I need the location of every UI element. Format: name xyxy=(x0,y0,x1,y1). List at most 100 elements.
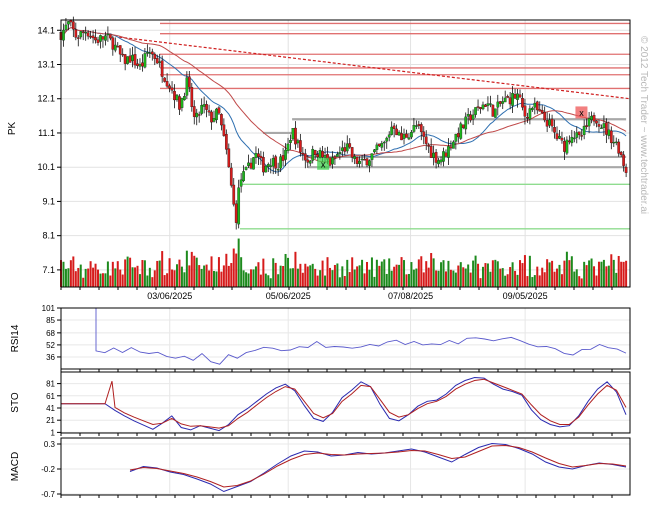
candle-body xyxy=(580,135,584,137)
candle-body xyxy=(508,97,512,105)
candle-body xyxy=(355,157,359,164)
candle-body xyxy=(170,87,174,91)
volume-bar xyxy=(227,265,230,287)
volume-bar xyxy=(341,266,344,287)
candle-body xyxy=(168,85,171,89)
signal-marker-label: x xyxy=(579,108,584,118)
candle-body xyxy=(131,54,134,61)
volume-bar xyxy=(560,274,563,287)
rsi-axis-label: RSI14 xyxy=(10,324,21,352)
candle-body xyxy=(587,118,591,127)
volume-bar xyxy=(612,259,615,287)
candle-body xyxy=(427,145,431,147)
candle-body xyxy=(308,160,312,164)
x-tick-label: 09/05/2025 xyxy=(503,291,548,301)
volume-bar xyxy=(385,273,388,287)
volume-bar xyxy=(398,264,401,287)
candle-body xyxy=(318,150,322,158)
volume-bar xyxy=(469,272,472,287)
candle-body xyxy=(336,154,339,157)
volume-bar xyxy=(415,268,418,287)
volume-bar xyxy=(580,278,583,287)
candle-body xyxy=(518,94,522,98)
volume-bar xyxy=(361,259,364,287)
volume-bar xyxy=(393,266,396,287)
volume-bar xyxy=(294,251,297,287)
candle-body xyxy=(452,141,455,149)
candle-body xyxy=(607,129,611,136)
signal-marker-box xyxy=(575,106,588,119)
candle-body xyxy=(224,133,228,150)
volume-bar xyxy=(597,261,600,287)
candle-body xyxy=(187,76,191,88)
volume-bar xyxy=(306,266,309,287)
candle-body xyxy=(528,108,532,120)
candle-body xyxy=(101,36,105,40)
rsi-panel xyxy=(61,307,630,365)
volume-bar xyxy=(575,269,578,287)
candle-body xyxy=(158,61,162,63)
candle-body xyxy=(146,52,149,54)
volume-bar xyxy=(390,270,393,287)
volume-bar xyxy=(514,270,517,287)
volume-bar xyxy=(326,257,329,287)
candle-body xyxy=(113,44,117,51)
volume-bar xyxy=(356,266,359,287)
candle-body xyxy=(210,111,213,123)
volume-bar xyxy=(602,259,605,287)
volume-bar xyxy=(64,268,67,287)
volume-bar xyxy=(449,269,452,287)
candle-body xyxy=(111,37,115,50)
candle-body xyxy=(380,143,384,148)
volume-bar xyxy=(257,262,260,287)
volume-bar xyxy=(528,255,531,287)
candle-body xyxy=(419,124,423,133)
volume-bar xyxy=(84,268,87,287)
candle-body xyxy=(299,140,302,153)
candle-body xyxy=(323,155,327,158)
price-panel xyxy=(61,20,630,495)
panel-frame-price xyxy=(60,19,631,288)
candle-body xyxy=(94,37,97,41)
volume-bar xyxy=(427,267,430,287)
watermark: © 2012 Tech Trader ~ www.techtrader.ai xyxy=(638,36,649,214)
y-tick-label: 101 xyxy=(42,304,56,313)
y-tick-label: 81 xyxy=(46,380,55,389)
volume-bar xyxy=(511,262,514,287)
volume-bars xyxy=(60,238,628,287)
candle-body xyxy=(91,35,95,39)
volume-bar xyxy=(87,268,90,287)
volume-bar xyxy=(203,265,206,287)
volume-bar xyxy=(156,260,159,287)
volume-bar xyxy=(171,269,174,287)
volume-bar xyxy=(269,278,272,287)
candle-body xyxy=(232,184,236,205)
volume-bar xyxy=(412,269,415,287)
candle-body xyxy=(395,128,398,136)
candle-body xyxy=(540,110,544,114)
volume-bar xyxy=(541,267,544,287)
volume-bar xyxy=(407,273,410,287)
candlesticks: xx xyxy=(59,16,628,230)
volume-bar xyxy=(289,268,292,287)
candle-body xyxy=(370,153,374,160)
volume-bar xyxy=(178,259,181,287)
candle-body xyxy=(493,108,497,118)
candle-body xyxy=(432,152,435,158)
volume-bar xyxy=(121,274,124,287)
y-tick-label: 68 xyxy=(46,329,55,338)
candle-body xyxy=(286,143,290,151)
volume-bar xyxy=(131,267,134,287)
volume-bar xyxy=(161,251,164,287)
volume-bar xyxy=(314,268,317,287)
candle-body xyxy=(437,160,440,165)
candle-body xyxy=(397,131,401,136)
volume-bar xyxy=(250,269,253,287)
candle-body xyxy=(274,156,278,169)
candle-body xyxy=(447,146,450,158)
volume-bar xyxy=(477,263,480,287)
macd-panel xyxy=(61,442,630,495)
y-tick-label: 1 xyxy=(51,428,56,437)
volume-bar xyxy=(556,268,559,287)
volume-bar xyxy=(193,255,196,287)
